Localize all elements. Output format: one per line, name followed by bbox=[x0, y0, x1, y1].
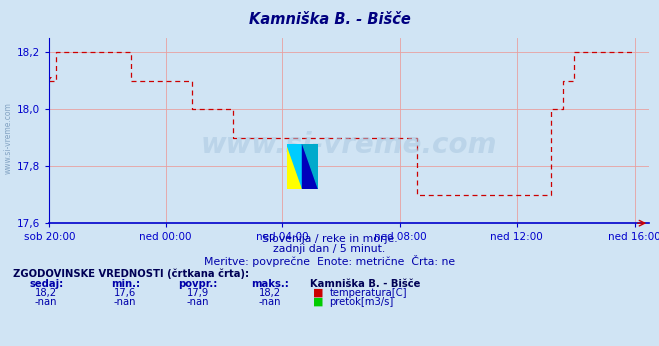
Text: ZGODOVINSKE VREDNOSTI (črtkana črta):: ZGODOVINSKE VREDNOSTI (črtkana črta): bbox=[13, 268, 249, 279]
Text: temperatura[C]: temperatura[C] bbox=[330, 288, 407, 298]
Polygon shape bbox=[287, 144, 302, 189]
Text: povpr.:: povpr.: bbox=[178, 279, 217, 289]
Text: 17,6: 17,6 bbox=[114, 288, 136, 298]
Text: sedaj:: sedaj: bbox=[29, 279, 63, 289]
Text: zadnji dan / 5 minut.: zadnji dan / 5 minut. bbox=[273, 244, 386, 254]
Text: -nan: -nan bbox=[186, 297, 209, 307]
Text: -nan: -nan bbox=[114, 297, 136, 307]
Text: min.:: min.: bbox=[111, 279, 140, 289]
Text: www.si-vreme.com: www.si-vreme.com bbox=[3, 102, 13, 174]
Text: 17,9: 17,9 bbox=[186, 288, 209, 298]
Text: Kamniška B. - Bišče: Kamniška B. - Bišče bbox=[248, 12, 411, 27]
Polygon shape bbox=[302, 144, 318, 189]
Text: 18,2: 18,2 bbox=[35, 288, 57, 298]
Text: Meritve: povprečne  Enote: metrične  Črta: ne: Meritve: povprečne Enote: metrične Črta:… bbox=[204, 255, 455, 267]
Text: www.si-vreme.com: www.si-vreme.com bbox=[201, 131, 498, 160]
Polygon shape bbox=[302, 144, 318, 189]
Text: pretok[m3/s]: pretok[m3/s] bbox=[330, 297, 393, 307]
Text: Slovenija / reke in morje.: Slovenija / reke in morje. bbox=[262, 234, 397, 244]
Text: ■: ■ bbox=[313, 288, 324, 298]
Text: -nan: -nan bbox=[259, 297, 281, 307]
Text: maks.:: maks.: bbox=[251, 279, 289, 289]
Text: Kamniška B. - Bišče: Kamniška B. - Bišče bbox=[310, 279, 420, 289]
Text: -nan: -nan bbox=[35, 297, 57, 307]
Polygon shape bbox=[287, 144, 302, 189]
Text: 18,2: 18,2 bbox=[259, 288, 281, 298]
Text: ■: ■ bbox=[313, 297, 324, 307]
